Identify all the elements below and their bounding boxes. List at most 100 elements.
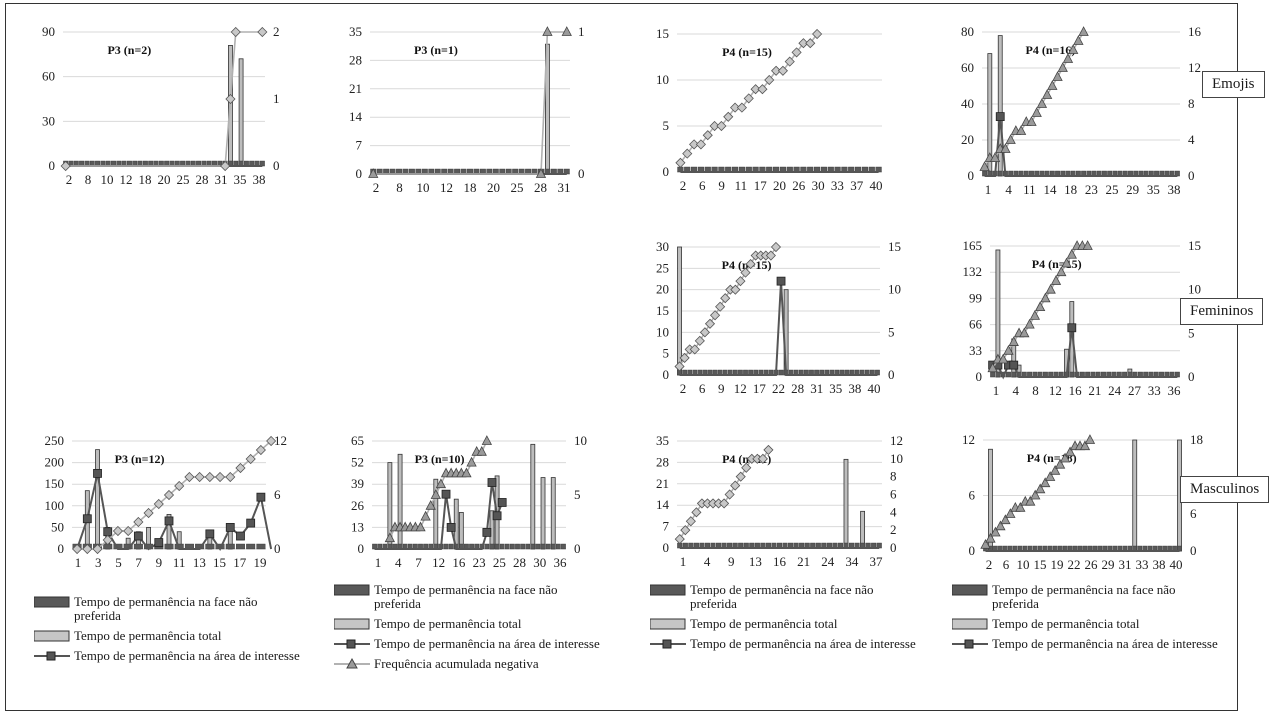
y2-tick-label: 1 [273,91,280,106]
freq-marker [184,471,195,483]
freq-marker [680,525,691,536]
freq-marker [1026,116,1037,126]
chart-6: 0 33 66 99 132 165 0 5 10 15 1 4 8 12 16 21 24 27 33 36 P4 (… [963,238,1202,398]
legend-item: Tempo de permanência total [650,617,916,631]
freq-marker [1078,26,1089,36]
legend-label: Frequência acumulada negativa [374,656,539,671]
x-tick-label: 17 [753,381,767,396]
face-bar [535,543,541,550]
y-tick-label: 14 [656,497,670,512]
x-tick-label: 25 [177,172,190,187]
x-tick-label: 4 [1013,383,1020,398]
freq-marker [230,26,241,38]
freq-marker [812,28,823,40]
x-tick-label: 11 [1023,182,1036,197]
total-bar [860,510,866,549]
freq-marker [1025,495,1036,506]
x-tick-label: 16 [773,554,787,569]
freq-marker [1050,275,1062,285]
x-tick-label: 9 [718,381,725,396]
total-bar [1132,439,1138,552]
freq-marker [784,56,795,67]
y-tick-label: 12 [962,432,975,447]
y-tick-label: 0 [49,158,56,173]
x-tick-label: 12 [432,555,445,570]
x-tick-label: 40 [868,381,881,396]
face-bar [995,371,1001,378]
y-tick-label: 21 [656,476,669,491]
x-tick-label: 18 [139,172,152,187]
dark-bar-swatch [650,584,686,596]
freq-marker [979,161,990,171]
freq-marker [1059,452,1071,463]
face-bar [489,543,495,550]
legend-item: Tempo de permanência total [34,629,300,643]
y-tick-label: 40 [961,96,974,111]
x-tick-label: 30 [812,178,825,193]
freq-marker [989,152,1001,162]
x-tick-label: 3 [95,555,102,570]
y-tick-label: 5 [663,118,670,133]
x-tick-label: 8 [1032,383,1039,398]
x-tick-label: 2 [986,557,993,572]
light-bar-swatch [650,618,686,630]
face-bar [520,543,525,550]
freq-marker [1084,434,1096,444]
freq-marker [777,65,788,76]
freq-marker [1073,35,1084,45]
total-bar [95,449,100,550]
x-tick-label: 7 [415,555,422,570]
freq-marker [1068,44,1079,54]
legend-item: Tempo de permanência na área de interess… [650,637,916,651]
freq-marker [1044,471,1056,481]
freq-marker [689,344,700,355]
freq-marker [153,498,164,510]
y-tick-label: 250 [45,433,65,448]
x-tick-label: 31 [558,180,571,195]
face-bar [1011,371,1017,378]
face-bar [778,369,784,376]
total-bar [530,443,536,550]
legend-item: Tempo de permanência na área de interess… [34,649,300,663]
x-tick-label: 2 [680,381,687,396]
freq-marker [235,462,246,474]
legend-label: Tempo de permanência na área de interess… [374,636,600,651]
freq-marker [985,532,996,543]
x-tick-label: 12 [440,180,453,195]
face-bar [525,543,531,550]
freq-marker [368,168,379,178]
freq-marker [1031,107,1042,117]
y2-tick-label: 0 [578,166,585,181]
x-tick-label: 20 [773,178,786,193]
freq-marker [82,543,93,555]
area-marker [446,523,456,532]
y-tick-label: 60 [961,60,974,75]
y2-tick-label: 5 [888,324,895,339]
freq-marker [561,26,572,36]
freq-marker [1024,318,1035,329]
legend-2: Tempo de permanência na face não preferi… [334,583,600,677]
x-tick-label: 28 [196,172,209,187]
freq-marker [384,532,396,543]
x-tick-label: 14 [1044,182,1058,197]
freq-marker [1000,143,1011,153]
freq-marker [757,453,768,464]
area-marker [995,112,1005,121]
freq-marker [730,102,741,113]
x-tick-label: 20 [487,180,500,195]
freq-marker [715,301,726,312]
x-tick-label: 12 [120,172,133,187]
y-tick-label: 20 [656,282,669,297]
total-bar [677,246,682,376]
freq-marker [425,499,436,510]
x-tick-label: 19 [254,555,267,570]
x-tick-label: 34 [845,554,859,569]
y-tick-label: 28 [349,52,362,67]
y2-tick-label: 12 [1188,60,1201,75]
y2-tick-label: 10 [1188,282,1201,297]
x-tick-label: 8 [396,180,403,195]
face-bar [504,543,510,550]
freq-marker [123,525,134,537]
